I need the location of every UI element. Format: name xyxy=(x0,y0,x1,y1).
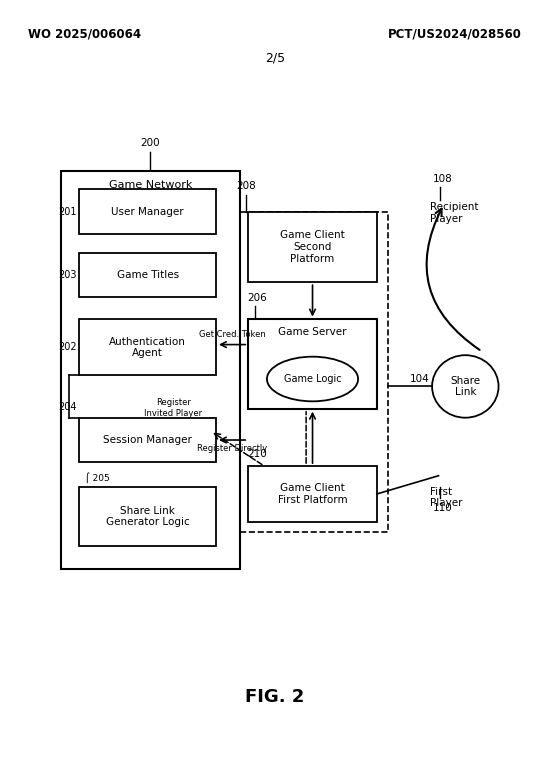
Bar xyxy=(79,252,216,297)
Bar xyxy=(248,466,377,522)
Ellipse shape xyxy=(432,356,498,418)
Text: Game Client
Second
Platform: Game Client Second Platform xyxy=(280,230,345,264)
Bar xyxy=(240,211,388,531)
Text: Register Directly: Register Directly xyxy=(197,444,267,453)
Text: Game Titles: Game Titles xyxy=(117,270,179,280)
Ellipse shape xyxy=(267,357,358,401)
Text: 206: 206 xyxy=(247,293,267,303)
Text: Game Logic: Game Logic xyxy=(284,374,342,384)
Text: 104: 104 xyxy=(410,374,430,384)
Text: Share
Link: Share Link xyxy=(450,376,480,397)
Text: 210: 210 xyxy=(247,449,267,459)
Text: First
Player: First Player xyxy=(431,487,463,509)
Text: 203: 203 xyxy=(58,270,76,280)
Text: 2/5: 2/5 xyxy=(265,52,285,64)
Text: 110: 110 xyxy=(433,503,453,513)
Bar xyxy=(79,190,216,234)
Text: ⌠ 205: ⌠ 205 xyxy=(85,472,109,483)
Text: Recipient
Player: Recipient Player xyxy=(431,202,479,224)
Text: Register
Invited Player: Register Invited Player xyxy=(144,398,202,418)
Text: PCT/US2024/028560: PCT/US2024/028560 xyxy=(388,28,521,41)
Text: FIG. 2: FIG. 2 xyxy=(245,688,305,706)
Bar xyxy=(79,319,216,375)
Text: User Manager: User Manager xyxy=(111,207,184,217)
Bar xyxy=(60,171,240,568)
Text: 202: 202 xyxy=(58,343,76,352)
Bar xyxy=(248,319,377,409)
Text: 204: 204 xyxy=(58,402,76,412)
Text: Game Server: Game Server xyxy=(278,327,347,337)
Text: WO 2025/006064: WO 2025/006064 xyxy=(29,28,141,41)
Text: Game Client
First Platform: Game Client First Platform xyxy=(278,483,348,505)
Text: Game Network: Game Network xyxy=(109,180,192,190)
Text: 108: 108 xyxy=(433,174,453,184)
Text: Get Cred. Token: Get Cred. Token xyxy=(199,330,266,339)
Text: 201: 201 xyxy=(58,207,76,217)
Text: 208: 208 xyxy=(236,180,256,191)
Bar xyxy=(79,487,216,547)
Bar xyxy=(248,211,377,282)
Text: 200: 200 xyxy=(141,138,160,149)
Text: Session Manager: Session Manager xyxy=(103,435,192,445)
Text: Share Link
Generator Logic: Share Link Generator Logic xyxy=(106,506,190,528)
Text: Authentication
Agent: Authentication Agent xyxy=(109,337,186,359)
Bar xyxy=(79,418,216,462)
